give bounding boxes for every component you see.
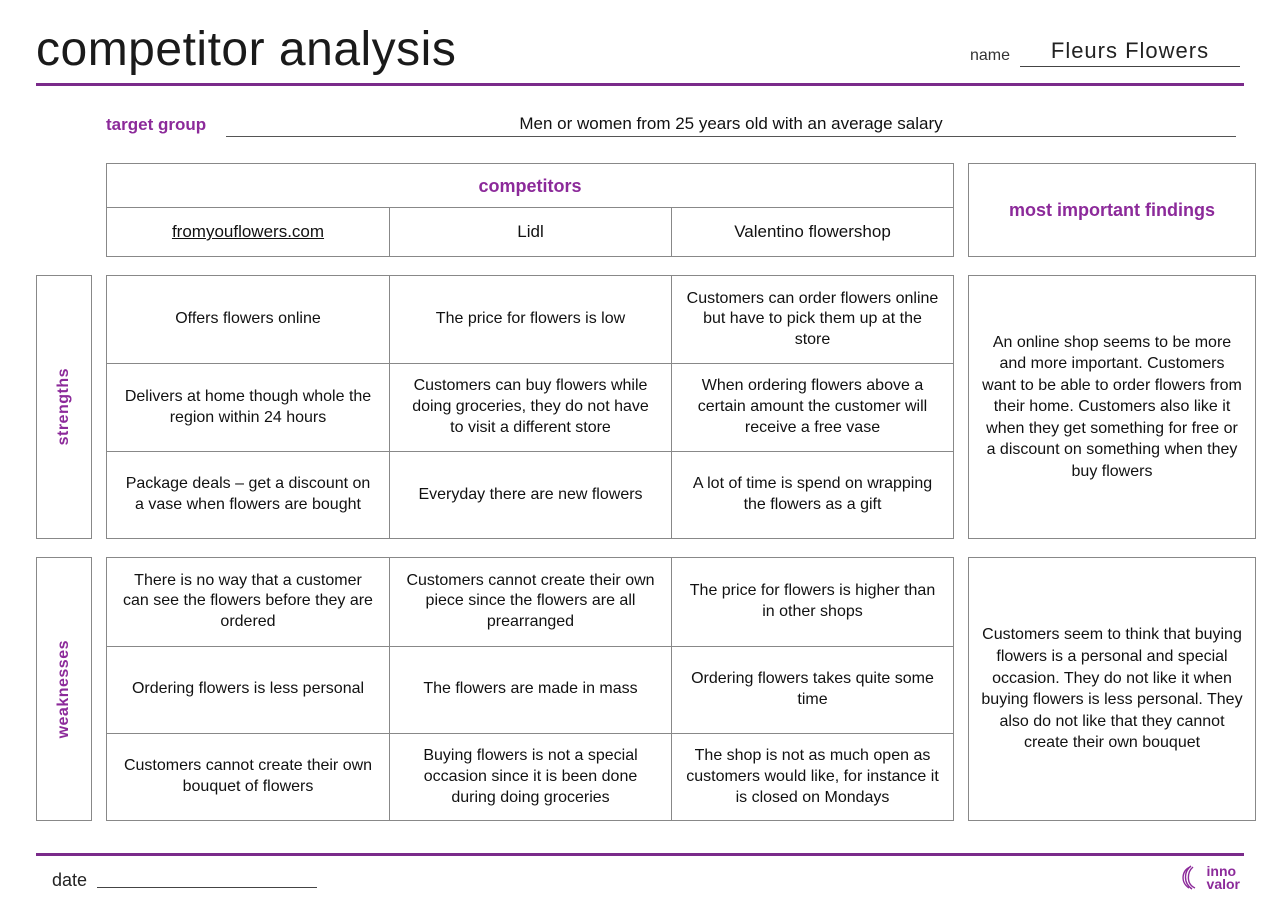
table-cell: Ordering flowers takes quite some time [671,646,953,733]
table-cell: A lot of time is spend on wrapping the f… [671,451,953,538]
date-value-line [97,887,317,888]
target-group-label: target group [106,115,226,137]
target-group-value: Men or women from 25 years old with an a… [519,114,942,133]
table-cell: Customers can order flowers online but h… [671,276,953,363]
table-cell: Offers flowers online [107,276,389,363]
weaknesses-matrix: There is no way that a customer can see … [106,557,954,821]
table-cell: Customers cannot create their own piece … [389,558,671,645]
table-cell: Customers cannot create their own bouque… [107,733,389,820]
strengths-matrix: Offers flowers online The price for flow… [106,275,954,539]
table-cell: When ordering flowers above a certain am… [671,363,953,450]
table-cell: Customers can buy flowers while doing gr… [389,363,671,450]
weaknesses-finding: Customers seem to think that buying flow… [968,557,1256,821]
name-value: Fleurs Flowers [1051,38,1209,63]
brand-logo: inno valor [1177,864,1240,892]
competitor-name-2: Valentino flowershop [671,208,953,256]
table-cell: There is no way that a customer can see … [107,558,389,645]
name-field: name Fleurs Flowers [970,38,1240,67]
table-cell: Buying flowers is not a special occasion… [389,733,671,820]
strengths-finding: An online shop seems to be more and more… [968,275,1256,539]
competitors-header: competitors [107,164,953,208]
competitor-name-1: Lidl [389,208,671,256]
swirl-icon [1177,864,1203,892]
table-cell: The flowers are made in mass [389,646,671,733]
table-cell: Delivers at home though whole the region… [107,363,389,450]
page-title: competitor analysis [36,22,456,77]
competitors-header-block: competitors fromyouflowers.com Lidl Vale… [106,163,954,257]
table-cell: The price for flowers is low [389,276,671,363]
table-cell: The shop is not as much open as customer… [671,733,953,820]
divider-bottom [36,853,1244,856]
competitor-name-0: fromyouflowers.com [107,208,389,256]
logo-text-bottom: valor [1207,878,1240,891]
table-cell: Ordering flowers is less personal [107,646,389,733]
section-label-weaknesses: weaknesses [36,557,92,821]
table-cell: Package deals – get a discount on a vase… [107,451,389,538]
date-field: date [52,870,317,892]
section-label-strengths: strengths [36,275,92,539]
table-cell: Everyday there are new flowers [389,451,671,538]
findings-header: most important findings [968,163,1256,257]
date-label: date [52,870,87,892]
table-cell: The price for flowers is higher than in … [671,558,953,645]
name-label: name [970,47,1010,67]
